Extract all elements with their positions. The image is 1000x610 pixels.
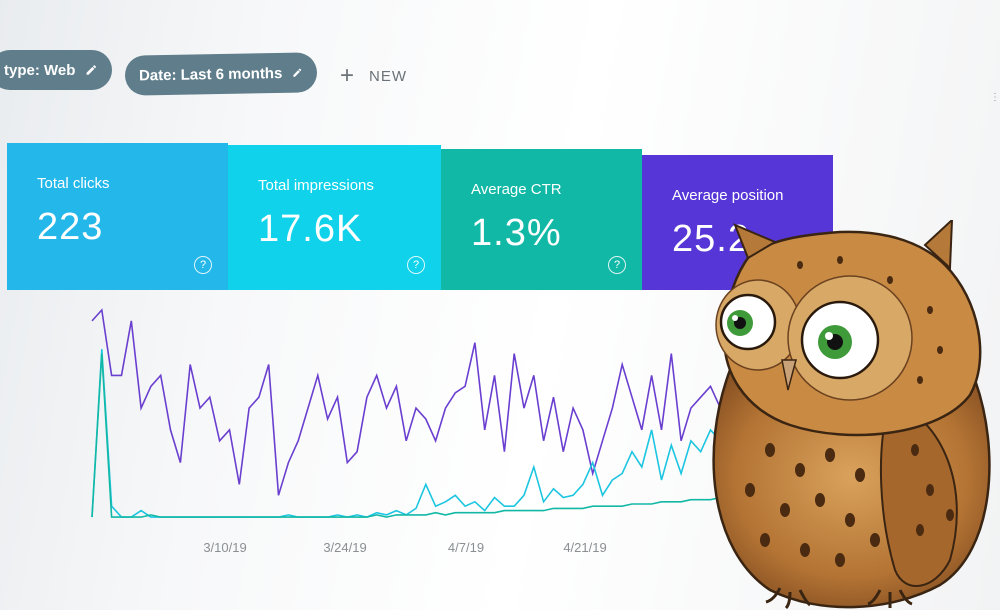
metric-card-total-clicks[interactable]: Total clicks 223 ? <box>7 143 228 290</box>
metric-value: 223 <box>37 206 104 248</box>
metric-card-total-impressions[interactable]: Total impressions 17.6K ? <box>228 145 441 290</box>
metric-label: Total impressions <box>258 177 374 194</box>
plus-icon: + <box>340 62 356 89</box>
filter-chip-date-label: Date: Last 6 months <box>138 64 283 84</box>
help-icon[interactable]: ? <box>194 256 212 274</box>
metric-value: 1.3% <box>471 212 562 254</box>
filter-chip-date[interactable]: Date: Last 6 months <box>124 52 318 96</box>
metric-label: Total clicks <box>37 175 110 192</box>
owl-illustration <box>712 220 991 610</box>
help-icon[interactable]: ? <box>608 256 626 274</box>
performance-chart[interactable]: 3/10/19 3/24/19 4/7/19 4/21/19 <box>0 290 1000 610</box>
metric-label: Average position <box>672 187 784 204</box>
help-icon[interactable]: ? <box>407 256 425 274</box>
metric-value: 17.6K <box>258 208 363 250</box>
series-line-0 <box>91 308 741 496</box>
pencil-icon[interactable] <box>292 64 303 82</box>
chart-series <box>91 308 741 518</box>
filter-chip-type[interactable]: type: Web <box>0 50 112 90</box>
new-filter-label: NEW <box>369 67 408 85</box>
x-tick-label: 3/24/19 <box>323 540 366 555</box>
x-tick-label: 4/21/19 <box>563 540 606 555</box>
metric-label: Average CTR <box>471 181 562 198</box>
metric-card-average-ctr[interactable]: Average CTR 1.3% ? <box>441 149 642 290</box>
chart-x-axis: 3/10/19 3/24/19 4/7/19 4/21/19 <box>203 540 606 555</box>
series-line-2 <box>91 353 741 518</box>
more-icon[interactable]: ⋮ <box>990 92 1000 103</box>
new-filter-button[interactable]: + NEW <box>340 62 408 89</box>
x-tick-label: 3/10/19 <box>203 540 246 555</box>
filter-chip-type-label: type: Web <box>4 61 76 79</box>
metrics-panel: Total clicks 223 ? Total impressions 17.… <box>7 143 833 290</box>
pencil-icon[interactable] <box>85 61 98 79</box>
x-tick-label: 4/7/19 <box>448 540 484 555</box>
